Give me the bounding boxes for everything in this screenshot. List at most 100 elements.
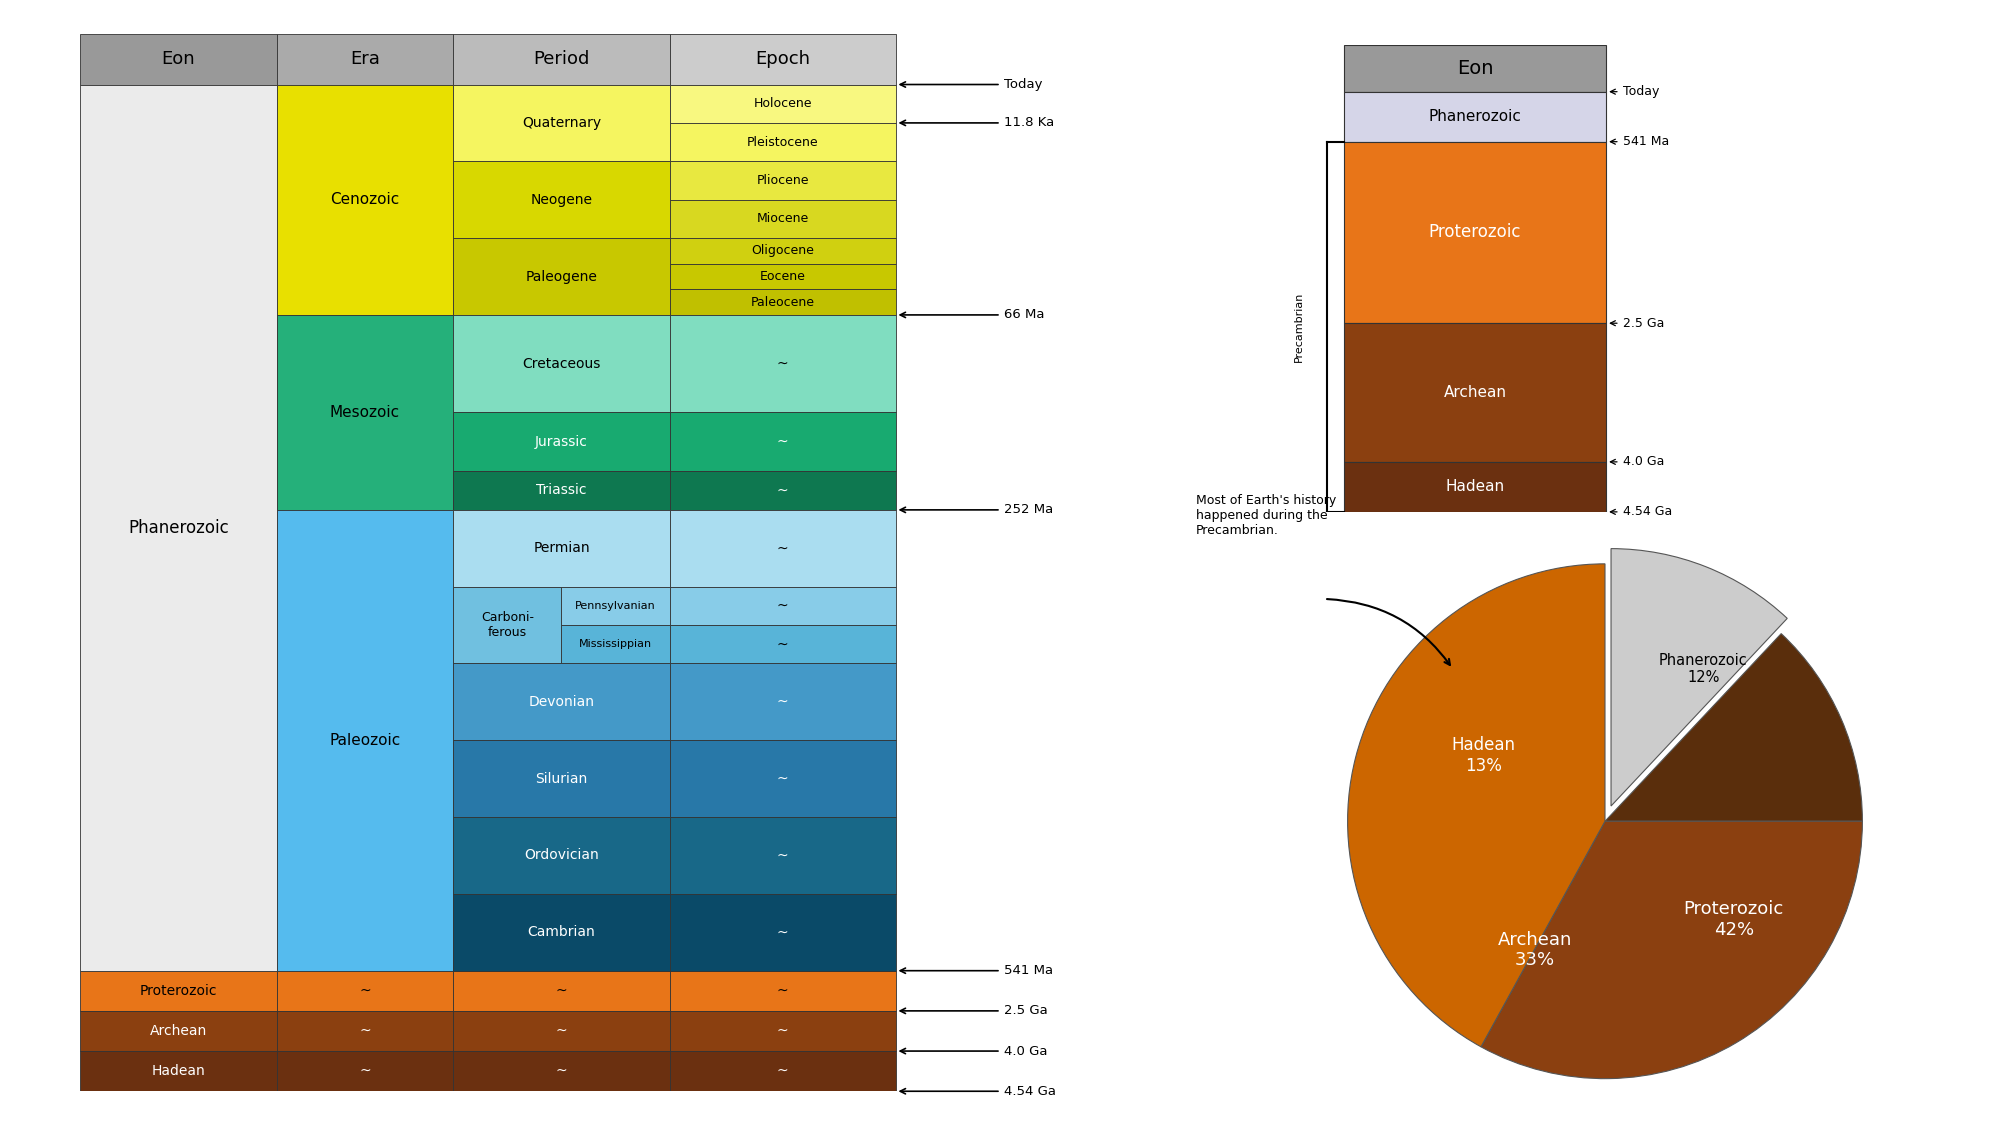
Text: Hadean: Hadean — [1446, 479, 1504, 494]
Text: ~: ~ — [556, 983, 568, 998]
Text: Era: Era — [350, 51, 380, 69]
Text: Neogene: Neogene — [530, 192, 592, 207]
Bar — [454, 161, 670, 238]
Text: Devonian: Devonian — [528, 695, 594, 709]
Bar — [670, 1011, 896, 1051]
Bar — [1344, 142, 1606, 323]
Bar — [454, 315, 670, 413]
Bar — [1344, 45, 1606, 91]
Bar — [454, 84, 670, 161]
Bar — [670, 263, 896, 289]
Text: Phanerozoic: Phanerozoic — [1428, 109, 1522, 124]
Text: 11.8 Ka: 11.8 Ka — [900, 116, 1054, 129]
Text: ~: ~ — [776, 983, 788, 998]
Bar — [562, 586, 670, 626]
Bar — [670, 510, 896, 586]
Bar — [454, 586, 562, 664]
Bar — [670, 626, 896, 664]
Text: Eon: Eon — [162, 51, 196, 69]
Text: Miocene: Miocene — [756, 213, 808, 225]
Bar — [454, 238, 670, 315]
Text: Today: Today — [900, 78, 1042, 91]
Text: Proterozoic
42%: Proterozoic 42% — [1684, 900, 1784, 939]
Text: Oligocene: Oligocene — [752, 244, 814, 258]
Text: Mesozoic: Mesozoic — [330, 405, 400, 420]
Text: Hadean
13%: Hadean 13% — [1452, 737, 1516, 775]
Text: ~: ~ — [360, 1064, 370, 1078]
Bar — [1344, 323, 1606, 462]
Text: Ordovician: Ordovician — [524, 848, 598, 863]
Bar — [454, 817, 670, 894]
Text: ~: ~ — [776, 848, 788, 863]
Text: Today: Today — [1610, 86, 1658, 98]
Text: 2.5 Ga: 2.5 Ga — [900, 1005, 1048, 1017]
Bar — [670, 315, 896, 413]
Text: ~: ~ — [776, 357, 788, 370]
Text: Holocene: Holocene — [754, 97, 812, 110]
Bar — [80, 971, 276, 1011]
Text: Pennsylvanian: Pennsylvanian — [576, 601, 656, 611]
Text: 4.54 Ga: 4.54 Ga — [900, 1084, 1056, 1098]
Text: ~: ~ — [360, 1024, 370, 1038]
Text: Quaternary: Quaternary — [522, 116, 602, 129]
Bar — [276, 34, 454, 84]
Wedge shape — [1604, 633, 1862, 821]
Bar — [276, 971, 454, 1011]
Text: ~: ~ — [776, 637, 788, 651]
Bar — [80, 34, 276, 84]
Wedge shape — [1480, 821, 1862, 1079]
Bar — [276, 315, 454, 510]
Bar — [454, 413, 670, 471]
Bar — [670, 413, 896, 471]
Text: ~: ~ — [776, 1024, 788, 1038]
Text: Archean: Archean — [150, 1024, 206, 1038]
Bar — [670, 894, 896, 971]
Bar — [670, 161, 896, 200]
Text: ~: ~ — [776, 925, 788, 939]
Text: ~: ~ — [556, 1024, 568, 1038]
Text: ~: ~ — [360, 983, 370, 998]
Text: Pliocene: Pliocene — [756, 174, 808, 187]
Bar — [1344, 462, 1606, 512]
Text: 2.5 Ga: 2.5 Ga — [1610, 317, 1664, 330]
Text: Pleistocene: Pleistocene — [746, 136, 818, 148]
Bar — [454, 34, 670, 84]
Text: Jurassic: Jurassic — [536, 434, 588, 449]
Bar — [80, 84, 276, 971]
Text: Proterozoic: Proterozoic — [1428, 224, 1522, 242]
Bar — [276, 1051, 454, 1091]
Bar — [454, 894, 670, 971]
Bar — [276, 1011, 454, 1051]
Text: Paleozoic: Paleozoic — [330, 732, 400, 748]
Text: Most of Earth's history
happened during the
Precambrian.: Most of Earth's history happened during … — [1196, 494, 1336, 537]
Text: 541 Ma: 541 Ma — [900, 964, 1052, 978]
Text: Archean: Archean — [1444, 385, 1506, 400]
Text: Proterozoic: Proterozoic — [140, 983, 218, 998]
Bar — [276, 84, 454, 315]
Text: Paleocene: Paleocene — [750, 296, 814, 308]
Text: 252 Ma: 252 Ma — [900, 503, 1052, 516]
Text: Precambrian: Precambrian — [1294, 291, 1304, 362]
Bar — [670, 200, 896, 238]
Wedge shape — [1348, 564, 1606, 1046]
Text: Silurian: Silurian — [536, 772, 588, 785]
Text: ~: ~ — [776, 695, 788, 709]
Text: 66 Ma: 66 Ma — [900, 308, 1044, 322]
Text: ~: ~ — [776, 1064, 788, 1078]
Bar — [454, 664, 670, 740]
Bar — [670, 586, 896, 626]
Text: 4.54 Ga: 4.54 Ga — [1610, 505, 1672, 519]
Text: Archean
33%: Archean 33% — [1498, 930, 1572, 970]
Bar — [1344, 91, 1606, 142]
Text: Permian: Permian — [534, 541, 590, 556]
Text: 4.0 Ga: 4.0 Ga — [900, 1045, 1048, 1058]
Text: Period: Period — [534, 51, 590, 69]
Text: Paleogene: Paleogene — [526, 270, 598, 284]
Wedge shape — [1612, 549, 1788, 806]
Bar — [80, 1051, 276, 1091]
Text: Phanerozoic: Phanerozoic — [128, 519, 228, 537]
Bar — [670, 238, 896, 263]
Bar — [80, 1011, 276, 1051]
Text: Hadean: Hadean — [152, 1064, 206, 1078]
Text: Cambrian: Cambrian — [528, 925, 596, 939]
